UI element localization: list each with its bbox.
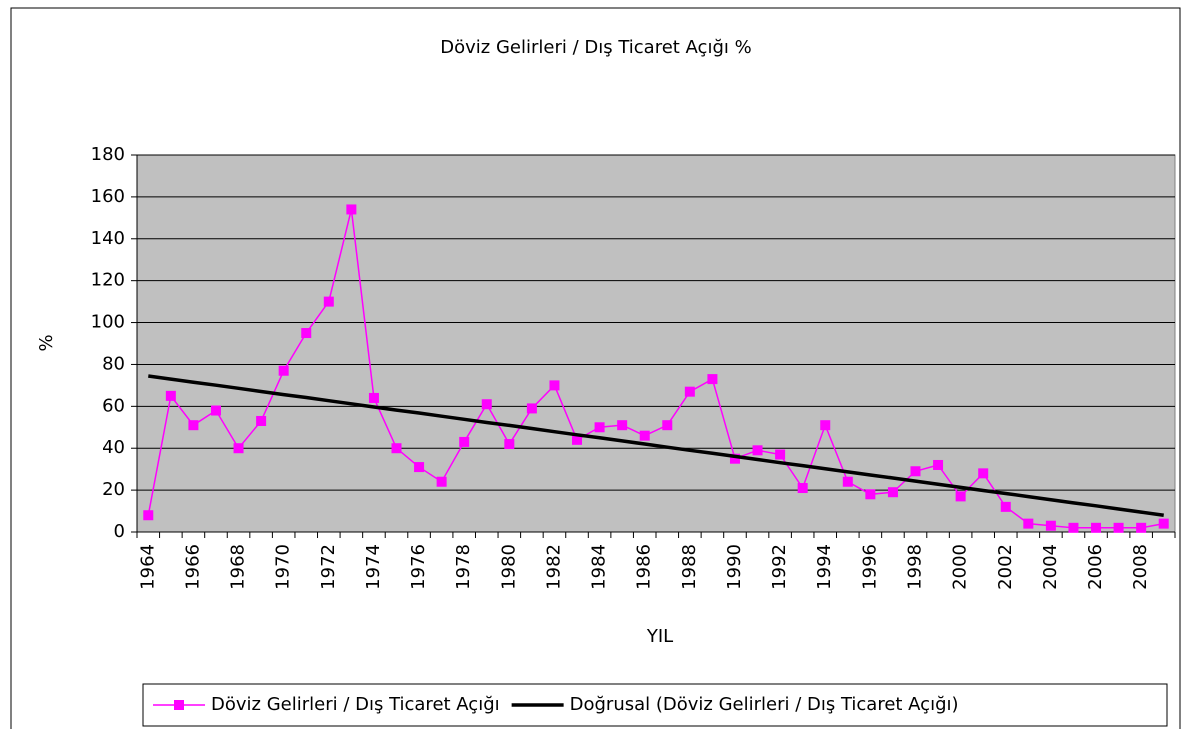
y-tick-label: 40: [102, 437, 125, 458]
point-marker: [572, 434, 583, 445]
point-marker: [662, 420, 673, 431]
y-axis-label: %: [36, 334, 57, 351]
point-marker: [256, 415, 267, 426]
series-line: [148, 374, 1164, 517]
point-marker: [978, 468, 989, 479]
legend-marker: [174, 700, 184, 710]
point-marker: [594, 422, 605, 433]
point-marker: [1136, 522, 1147, 533]
x-tick-label: 1984: [589, 544, 610, 590]
point-marker: [346, 204, 357, 215]
x-tick-label: 1968: [228, 544, 249, 590]
x-tick-label: 1996: [859, 544, 880, 590]
point-marker: [143, 510, 154, 521]
x-tick-label: 2004: [1040, 544, 1061, 590]
point-marker: [933, 459, 944, 470]
series-line: [147, 209, 1164, 529]
point-marker: [414, 462, 425, 473]
point-marker: [752, 445, 763, 456]
legend-label: Döviz Gelirleri / Dış Ticaret Açığı: [211, 694, 500, 715]
point-marker: [797, 483, 808, 494]
point-marker: [1023, 518, 1034, 529]
x-tick-label: 1972: [318, 544, 339, 590]
point-marker: [504, 439, 515, 450]
point-marker: [459, 436, 470, 447]
point-marker: [729, 453, 740, 464]
chart-title: Döviz Gelirleri / Dış Ticaret Açığı %: [440, 37, 751, 58]
y-tick-label: 120: [91, 270, 125, 291]
point-marker: [233, 443, 244, 454]
point-marker: [775, 449, 786, 460]
point-marker: [549, 380, 560, 391]
x-tick-label: 1974: [363, 544, 384, 590]
point-marker: [1045, 520, 1056, 531]
x-tick-label: 2006: [1085, 544, 1106, 590]
y-tick-label: 20: [102, 479, 125, 500]
point-marker: [707, 374, 718, 385]
point-marker: [188, 420, 199, 431]
point-marker: [1068, 522, 1079, 533]
x-tick-label: 2000: [950, 544, 971, 590]
point-marker: [481, 399, 492, 410]
x-tick-label: 2008: [1130, 544, 1151, 590]
x-tick-label: 1988: [679, 544, 700, 590]
x-tick-label: 1998: [905, 544, 926, 590]
plot-area: [136, 154, 1176, 533]
y-tick-label: 180: [91, 144, 125, 165]
point-marker: [526, 403, 537, 414]
legend-box: [142, 683, 1168, 727]
point-marker: [865, 489, 876, 500]
x-tick-label: 1994: [814, 544, 835, 590]
point-marker: [842, 476, 853, 487]
x-tick-label: 1970: [273, 544, 294, 590]
x-axis-label: YIL: [646, 626, 673, 647]
point-marker: [955, 491, 966, 502]
x-tick-label: 2002: [995, 544, 1016, 590]
point-marker: [1000, 501, 1011, 512]
y-tick-label: 140: [91, 228, 125, 249]
x-tick-label: 1982: [543, 544, 564, 590]
point-marker: [617, 420, 628, 431]
point-marker: [639, 430, 650, 441]
y-tick-label: 0: [114, 521, 125, 542]
y-tick-label: 160: [91, 186, 125, 207]
x-tick-label: 1976: [408, 544, 429, 590]
point-marker: [684, 386, 695, 397]
point-marker: [1091, 522, 1102, 533]
point-marker: [887, 487, 898, 498]
x-tick-label: 1966: [182, 544, 203, 590]
y-tick-label: 100: [91, 312, 125, 333]
point-marker: [165, 390, 176, 401]
point-marker: [301, 328, 312, 339]
x-tick-label: 1980: [498, 544, 519, 590]
x-tick-label: 1990: [724, 544, 745, 590]
x-tick-label: 1978: [453, 544, 474, 590]
y-tick-label: 60: [102, 395, 125, 416]
point-marker: [1113, 522, 1124, 533]
y-tick-label: 80: [102, 353, 125, 374]
point-marker: [1158, 518, 1169, 529]
point-marker: [820, 420, 831, 431]
x-tick-label: 1964: [137, 544, 158, 590]
point-marker: [210, 405, 221, 416]
point-marker: [436, 476, 447, 487]
x-tick-label: 1992: [769, 544, 790, 590]
legend-label: Doğrusal (Döviz Gelirleri / Dış Ticaret …: [570, 694, 959, 715]
point-marker: [323, 296, 334, 307]
point-marker: [368, 392, 379, 403]
point-marker: [910, 466, 921, 477]
x-tick-label: 1986: [634, 544, 655, 590]
point-marker: [391, 443, 402, 454]
point-marker: [278, 365, 289, 376]
